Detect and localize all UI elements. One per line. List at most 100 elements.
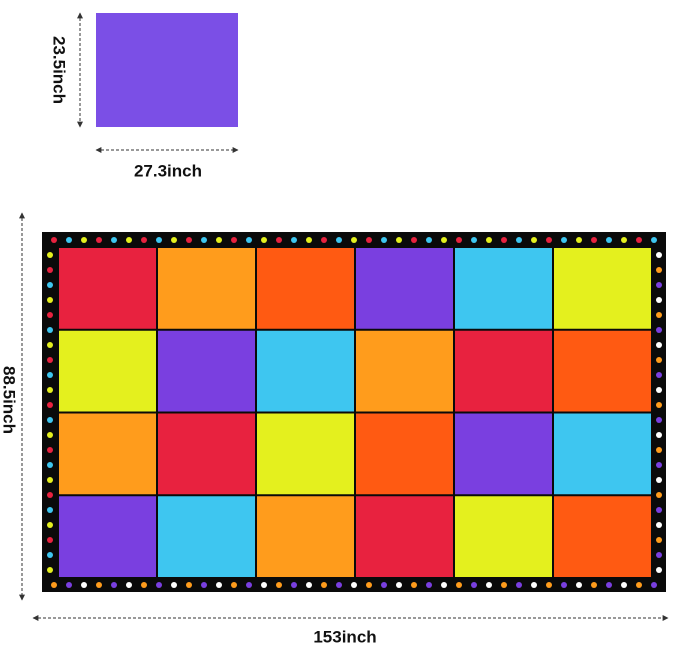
- border-ornament: [201, 582, 207, 588]
- border-ornament: [276, 582, 282, 588]
- border-ornament: [546, 237, 552, 243]
- border-ornament: [426, 582, 432, 588]
- mat-tile: [257, 413, 354, 495]
- border-ornament: [186, 237, 192, 243]
- border-ornament: [531, 237, 537, 243]
- border-ornament: [656, 432, 662, 438]
- border-ornament: [321, 237, 327, 243]
- mat-tile: [158, 413, 255, 495]
- border-ornament: [47, 417, 53, 423]
- tile-width-label: 27.3inch: [134, 161, 202, 180]
- border-ornament: [306, 582, 312, 588]
- border-ornament: [47, 387, 53, 393]
- border-ornament: [591, 582, 597, 588]
- mat-tile: [158, 248, 255, 329]
- border-ornament: [126, 582, 132, 588]
- border-ornament: [501, 237, 507, 243]
- border-ornament: [306, 237, 312, 243]
- border-ornament: [656, 282, 662, 288]
- mat-tile: [257, 330, 354, 412]
- mat-tile: [554, 248, 651, 329]
- border-ornament: [636, 582, 642, 588]
- border-ornament: [47, 282, 53, 288]
- mat-tile: [554, 413, 651, 495]
- border-ornament: [456, 582, 462, 588]
- border-ornament: [411, 237, 417, 243]
- border-ornament: [441, 237, 447, 243]
- mat-tile: [158, 496, 255, 577]
- border-ornament: [51, 237, 57, 243]
- border-ornament: [321, 582, 327, 588]
- border-ornament: [501, 582, 507, 588]
- border-ornament: [366, 582, 372, 588]
- border-ornament: [47, 447, 53, 453]
- border-ornament: [47, 537, 53, 543]
- border-ornament: [291, 582, 297, 588]
- border-ornament: [231, 582, 237, 588]
- border-ornament: [656, 357, 662, 363]
- border-ornament: [276, 237, 282, 243]
- border-ornament: [47, 252, 53, 258]
- border-ornament: [156, 237, 162, 243]
- border-ornament: [47, 357, 53, 363]
- border-ornament: [656, 327, 662, 333]
- mat-tile: [455, 330, 552, 412]
- border-ornament: [656, 537, 662, 543]
- single-tile: [96, 13, 238, 127]
- border-ornament: [111, 582, 117, 588]
- border-ornament: [47, 567, 53, 573]
- border-ornament: [486, 237, 492, 243]
- border-ornament: [47, 477, 53, 483]
- border-ornament: [231, 237, 237, 243]
- border-ornament: [47, 342, 53, 348]
- mat-tile: [257, 248, 354, 329]
- border-ornament: [126, 237, 132, 243]
- border-ornament: [47, 552, 53, 558]
- border-ornament: [651, 582, 657, 588]
- border-ornament: [156, 582, 162, 588]
- border-ornament: [656, 417, 662, 423]
- border-ornament: [291, 237, 297, 243]
- mat-tile: [257, 496, 354, 577]
- border-ornament: [96, 582, 102, 588]
- border-ornament: [366, 237, 372, 243]
- border-ornament: [171, 237, 177, 243]
- border-ornament: [201, 237, 207, 243]
- border-ornament: [606, 237, 612, 243]
- mat-tile: [455, 496, 552, 577]
- border-ornament: [66, 237, 72, 243]
- border-ornament: [261, 582, 267, 588]
- border-ornament: [651, 237, 657, 243]
- border-ornament: [47, 522, 53, 528]
- border-ornament: [546, 582, 552, 588]
- mat-tile: [356, 413, 453, 495]
- border-ornament: [47, 297, 53, 303]
- border-ornament: [471, 237, 477, 243]
- border-ornament: [516, 582, 522, 588]
- mat-tile: [356, 248, 453, 329]
- mat-height-label: 88.5inch: [0, 366, 19, 434]
- border-ornament: [656, 507, 662, 513]
- border-ornament: [656, 297, 662, 303]
- mat-tile: [554, 496, 651, 577]
- border-ornament: [656, 447, 662, 453]
- mat-tile: [356, 496, 453, 577]
- border-ornament: [246, 237, 252, 243]
- border-ornament: [47, 312, 53, 318]
- border-ornament: [141, 237, 147, 243]
- border-ornament: [66, 582, 72, 588]
- border-ornament: [81, 237, 87, 243]
- border-ornament: [381, 582, 387, 588]
- border-ornament: [656, 567, 662, 573]
- border-ornament: [186, 582, 192, 588]
- border-ornament: [47, 267, 53, 273]
- mat-tile: [158, 330, 255, 412]
- border-ornament: [576, 237, 582, 243]
- border-ornament: [656, 372, 662, 378]
- border-ornament: [171, 582, 177, 588]
- border-ornament: [561, 237, 567, 243]
- border-ornament: [486, 582, 492, 588]
- border-ornament: [351, 582, 357, 588]
